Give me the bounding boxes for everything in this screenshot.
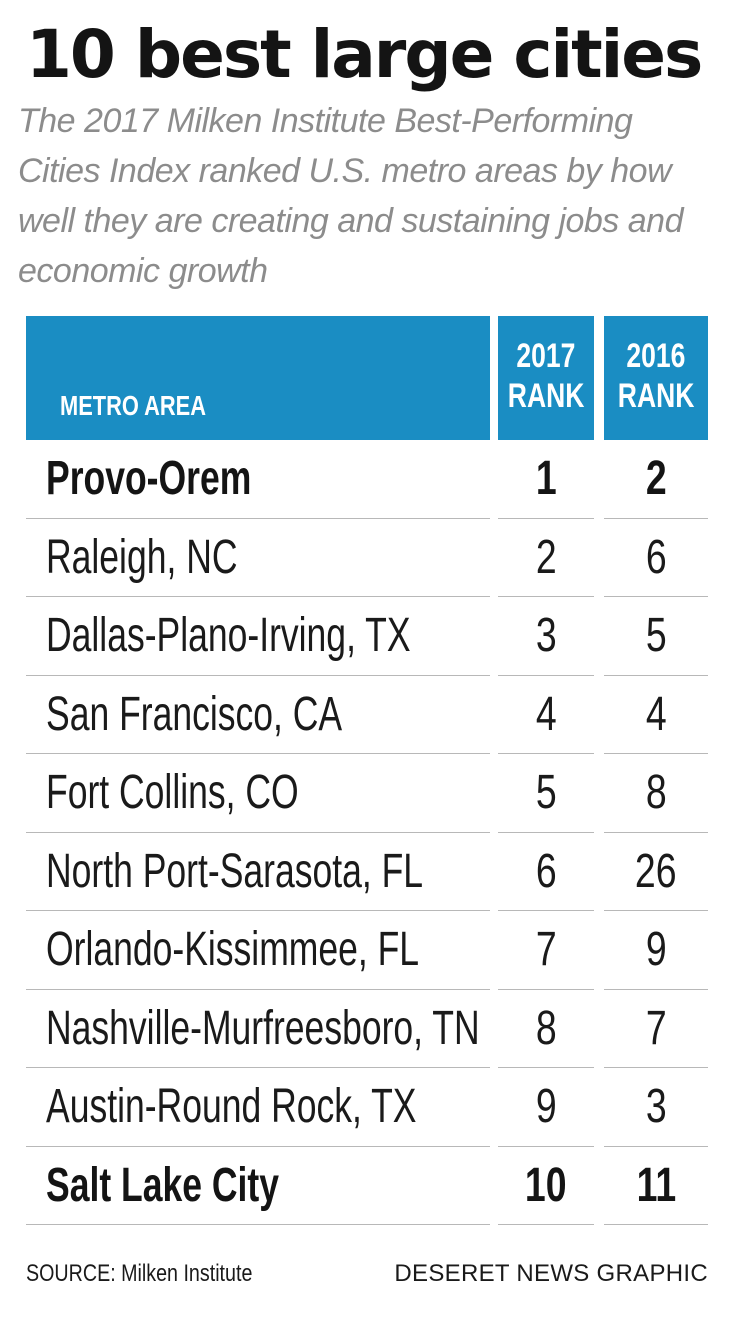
rank-2017-value: 10 [525, 1158, 567, 1212]
metro-cell: San Francisco, CA [26, 676, 490, 754]
source-note: SOURCE: Milken Institute [26, 1260, 302, 1288]
metro-name: North Port-Sarasota, FL [46, 844, 424, 898]
rank-2017-value: 1 [535, 452, 557, 506]
metro-name: Fort Collins, CO [46, 766, 299, 820]
rank-2016-cell: 26 [604, 833, 708, 911]
metro-name: San Francisco, CA [46, 687, 343, 741]
rank-2017-cell: 2 [498, 519, 594, 597]
rank-2017-cell: 5 [498, 754, 594, 833]
rank-2016-value: 5 [645, 609, 667, 663]
page-title: 10 best large cities [26, 16, 703, 93]
table-header-row: METRO AREA 2017 RANK 2016 RANK [26, 316, 708, 440]
table-row: Salt Lake City 10 11 [26, 1147, 708, 1225]
metro-cell: Raleigh, NC [26, 519, 490, 597]
footer: SOURCE: Milken Institute DESERET NEWS GR… [26, 1256, 708, 1292]
rank-2016-cell: 7 [604, 990, 708, 1068]
source-text: SOURCE: Milken Institute [26, 1260, 253, 1287]
rankings-table: METRO AREA 2017 RANK 2016 RANK Provo-Ore… [26, 316, 708, 1225]
metro-cell: North Port-Sarasota, FL [26, 833, 490, 911]
table-row: Austin-Round Rock, TX 9 3 [26, 1068, 708, 1147]
rank-2016-value: 9 [645, 923, 667, 977]
rank-2016-cell: 3 [604, 1068, 708, 1147]
column-header-metro-area: METRO AREA [26, 316, 490, 440]
rank-2016-cell: 8 [604, 754, 708, 833]
metro-name: Salt Lake City [46, 1158, 279, 1212]
rank-2016-cell: 11 [604, 1147, 708, 1225]
metro-cell: Provo-Orem [26, 440, 490, 519]
metro-cell: Fort Collins, CO [26, 754, 490, 833]
graphic-credit: DESERET NEWS GRAPHIC [394, 1260, 708, 1287]
rank-2017-cell: 9 [498, 1068, 594, 1147]
rank-2016-cell: 2 [604, 440, 708, 519]
metro-name: Raleigh, NC [46, 530, 238, 584]
metro-cell: Austin-Round Rock, TX [26, 1068, 490, 1147]
rank-2016-value: 3 [645, 1080, 667, 1134]
rank-2016-value: 2 [645, 452, 667, 506]
rank-2016-value: 4 [645, 687, 667, 741]
rank-2016-value: 7 [645, 1001, 667, 1055]
rank-2017-cell: 10 [498, 1147, 594, 1225]
rank-2017-value: 4 [535, 687, 557, 741]
table-row: North Port-Sarasota, FL 6 26 [26, 833, 708, 911]
rank-2017-value: 8 [535, 1001, 557, 1055]
rank-2017-cell: 3 [498, 597, 594, 676]
table-row: Nashville-Murfreesboro, TN 8 7 [26, 990, 708, 1068]
rank-2016-cell: 5 [604, 597, 708, 676]
metro-name: Orlando-Kissimmee, FL [46, 923, 420, 977]
column-header-metro-area-label: METRO AREA [60, 390, 207, 421]
column-header-2017-rank-word: RANK [507, 377, 585, 415]
metro-cell: Dallas-Plano-Irving, TX [26, 597, 490, 676]
rank-2017-cell: 8 [498, 990, 594, 1068]
rank-2017-cell: 6 [498, 833, 594, 911]
metro-name: Austin-Round Rock, TX [46, 1080, 417, 1134]
rank-2016-value: 26 [635, 844, 677, 898]
column-header-2016-rank-year: 2016 [626, 337, 686, 375]
column-header-2017-rank: 2017 RANK [498, 316, 594, 440]
column-header-2016-rank-word: RANK [617, 377, 695, 415]
rank-2016-value: 6 [645, 530, 667, 584]
table-row: Dallas-Plano-Irving, TX 3 5 [26, 597, 708, 676]
rank-2017-cell: 4 [498, 676, 594, 754]
rank-2016-cell: 4 [604, 676, 708, 754]
rank-2017-value: 7 [535, 923, 557, 977]
rank-2016-value: 11 [636, 1158, 676, 1212]
rank-2017-value: 6 [535, 844, 557, 898]
table-row: Provo-Orem 1 2 [26, 440, 708, 519]
metro-cell: Nashville-Murfreesboro, TN [26, 990, 490, 1068]
rank-2016-cell: 9 [604, 911, 708, 990]
metro-name: Nashville-Murfreesboro, TN [46, 1001, 480, 1055]
column-header-2016-rank: 2016 RANK [604, 316, 708, 440]
page-subtitle: The 2017 Milken Institute Best-Performin… [18, 102, 684, 290]
metro-cell: Orlando-Kissimmee, FL [26, 911, 490, 990]
metro-name: Provo-Orem [46, 452, 252, 506]
rank-2017-value: 2 [535, 530, 557, 584]
table-row: Orlando-Kissimmee, FL 7 9 [26, 911, 708, 990]
metro-cell: Salt Lake City [26, 1147, 490, 1225]
rank-2017-value: 5 [535, 766, 557, 820]
table-row: San Francisco, CA 4 4 [26, 676, 708, 754]
rank-2016-value: 8 [645, 766, 667, 820]
table-row: Raleigh, NC 2 6 [26, 519, 708, 597]
rank-2017-cell: 1 [498, 440, 594, 519]
rank-2016-cell: 6 [604, 519, 708, 597]
rank-2017-value: 9 [535, 1080, 557, 1134]
rank-2017-cell: 7 [498, 911, 594, 990]
rank-2017-value: 3 [535, 609, 557, 663]
metro-name: Dallas-Plano-Irving, TX [46, 609, 411, 663]
column-header-2017-rank-year: 2017 [516, 337, 576, 375]
table-row: Fort Collins, CO 5 8 [26, 754, 708, 833]
